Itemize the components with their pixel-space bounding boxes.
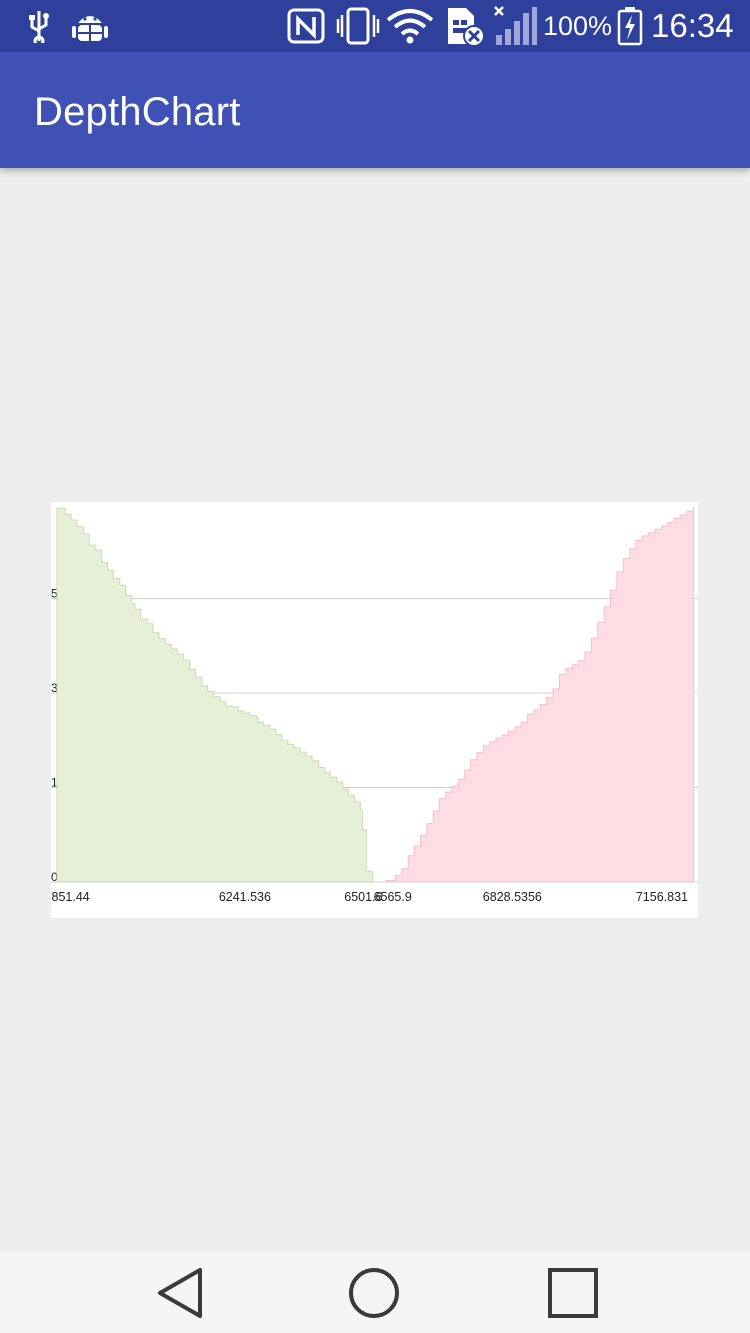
nfc-icon bbox=[287, 0, 325, 52]
app-bar: DepthChart bbox=[0, 52, 750, 168]
battery-percent: 100% bbox=[543, 10, 613, 41]
wifi-icon bbox=[386, 0, 434, 52]
x-tick-label: 7156.831 bbox=[636, 890, 688, 904]
x-tick-label: 5851.44 bbox=[51, 890, 90, 904]
recents-button[interactable] bbox=[533, 1252, 613, 1333]
x-tick-label: 6828.5356 bbox=[483, 890, 542, 904]
android-debug-icon bbox=[72, 0, 108, 52]
y-tick-label: 0 bbox=[51, 870, 58, 884]
depth-chart-svg: 018.39776636.79553255.19335851.446241.53… bbox=[45, 507, 698, 904]
clock: 16:34 bbox=[651, 7, 734, 44]
x-tick-label: 6501.6 bbox=[344, 890, 382, 904]
x-tick-label: 6565.9 bbox=[374, 890, 412, 904]
battery-charging-icon bbox=[617, 0, 643, 52]
status-bar: 100% 16:34 bbox=[0, 0, 750, 52]
home-icon bbox=[349, 1267, 399, 1318]
home-button[interactable] bbox=[334, 1252, 414, 1333]
signal-icon bbox=[492, 0, 538, 52]
asks-depth-area bbox=[385, 507, 694, 883]
x-tick-label: 6241.536 bbox=[219, 890, 271, 904]
vibrate-icon bbox=[336, 0, 380, 52]
usb-icon bbox=[26, 0, 52, 52]
recents-icon bbox=[548, 1267, 598, 1318]
sim-error-icon bbox=[444, 0, 488, 52]
back-button[interactable] bbox=[140, 1252, 220, 1333]
app-title: DepthChart bbox=[34, 90, 241, 134]
back-icon bbox=[158, 1267, 202, 1318]
bids-depth-area bbox=[56, 507, 374, 883]
navigation-bar bbox=[0, 1252, 750, 1333]
depth-chart[interactable]: 018.39776636.79553255.19335851.446241.53… bbox=[45, 502, 698, 918]
